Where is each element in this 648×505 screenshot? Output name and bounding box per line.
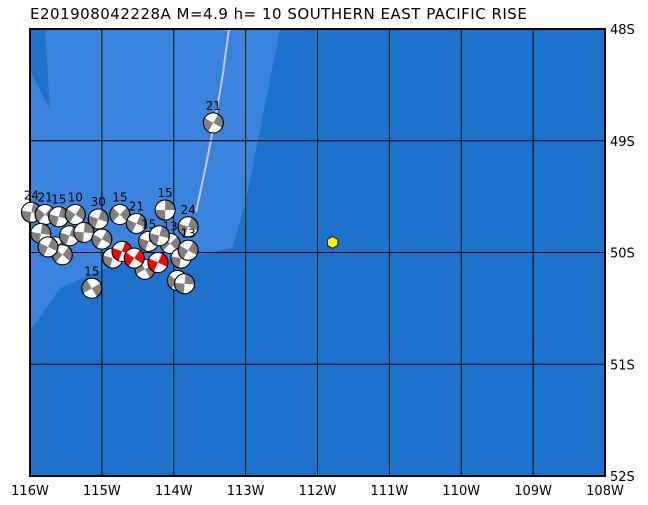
focal-mechanism[interactable]: 21 <box>202 99 224 134</box>
beachball-dilatation <box>183 250 197 261</box>
longitude-tick-label: 108W <box>586 484 624 499</box>
longitude-tick-label: 110W <box>442 484 480 499</box>
beachball-outline <box>87 208 109 230</box>
depth-label: 24 <box>24 188 39 202</box>
focal-mechanism[interactable]: 15 <box>109 191 131 226</box>
focal-mechanism[interactable] <box>148 225 170 247</box>
beachball-dilatation <box>96 239 111 250</box>
focal-mechanism[interactable]: 13 <box>177 226 199 261</box>
latitude-tick-label: 50S <box>610 247 635 262</box>
depth-label: 15 <box>112 191 127 205</box>
focal-mechanism-highlighted[interactable] <box>147 252 169 274</box>
focal-mechanism[interactable]: 15 <box>154 186 176 221</box>
depth-label: 15 <box>84 264 99 278</box>
beachball-dilatation <box>208 122 222 133</box>
beachball-dilatation <box>204 112 219 123</box>
beachball-dilatation <box>155 200 166 211</box>
latitude-axis: 48S 49S 50S 51S 52S <box>610 23 635 485</box>
beachball-outline <box>177 216 199 238</box>
beachball-dilatation <box>179 240 194 251</box>
latitude-tick-label: 48S <box>610 23 635 38</box>
depth-label: 15 <box>51 193 66 207</box>
beachball-dilatation <box>136 269 150 280</box>
beachball-dilatation <box>128 258 143 269</box>
focal-mechanism-highlighted[interactable] <box>123 247 145 269</box>
beachball-dilatation <box>83 288 97 299</box>
beachball-dilatation <box>174 273 186 284</box>
latitude-tick-label: 51S <box>610 358 635 373</box>
beachball-dilatation <box>93 229 107 240</box>
longitude-tick-label: 114W <box>155 484 193 499</box>
longitude-tick-label: 113W <box>227 484 265 499</box>
beachball-dilatation <box>127 213 141 224</box>
beachball-outline <box>125 212 147 234</box>
map-title: E201908042228A M=4.9 h= 10 SOUTHERN EAST… <box>30 5 528 23</box>
focal-mechanism[interactable] <box>73 221 95 243</box>
focal-mechanism[interactable] <box>174 273 196 295</box>
beachball-outline <box>148 225 170 247</box>
depth-label: 13 <box>180 226 195 240</box>
beachball-outline <box>123 247 145 269</box>
depth-label: 30 <box>91 195 106 209</box>
beachball-dilatation <box>148 252 163 263</box>
focal-mechanism[interactable]: 24 <box>177 203 199 238</box>
focal-mechanism[interactable]: 15 <box>81 264 103 299</box>
depth-label: 21 <box>37 191 52 205</box>
longitude-tick-label: 109W <box>514 484 552 499</box>
beachball-outline <box>81 277 103 299</box>
beachball-outline <box>174 273 196 295</box>
longitude-tick-label: 115W <box>83 484 121 499</box>
beachball-dilatation <box>86 278 101 289</box>
beachball-outline <box>91 228 113 250</box>
beachball-dilatation <box>69 214 84 225</box>
beachball-outline <box>154 199 176 221</box>
beachball-outline <box>202 112 224 134</box>
epicenter-marker[interactable] <box>326 235 339 249</box>
depth-label: 24 <box>180 203 195 217</box>
beachball-dilatation <box>126 248 140 259</box>
beachball-dilatation <box>183 283 195 294</box>
focal-mechanism[interactable] <box>91 228 113 250</box>
beachball-dilatation <box>169 270 184 281</box>
beachball-dilatation <box>67 204 82 215</box>
beachball-dilatation <box>132 223 146 234</box>
focal-mechanism[interactable]: 15 <box>48 193 70 228</box>
beachball-dilatation <box>112 204 127 215</box>
longitude-tick-label: 112W <box>299 484 337 499</box>
depth-label: 15 <box>141 217 156 231</box>
depth-label: 21 <box>206 99 221 113</box>
beachball-outline <box>109 204 131 226</box>
focal-mechanism[interactable]: 10 <box>64 191 86 226</box>
beachball-dilatation <box>112 214 127 225</box>
focal-mechanism[interactable] <box>37 236 59 258</box>
map-frame <box>29 28 606 477</box>
focal-mechanism[interactable]: 30 <box>87 195 109 230</box>
depth-label: 21 <box>129 199 144 213</box>
beachball-outline <box>64 204 86 226</box>
beachball-dilatation <box>83 232 94 243</box>
depth-label: 15 <box>157 186 172 200</box>
latitude-tick-label: 49S <box>610 135 635 150</box>
beachball-dilatation <box>37 204 52 215</box>
longitude-tick-label: 111W <box>371 484 409 499</box>
longitude-tick-label: 116W <box>11 484 49 499</box>
beachball-outline <box>177 239 199 261</box>
beachball-dilatation <box>38 236 53 247</box>
beachball-outline <box>147 252 169 274</box>
beachball-dilatation <box>38 214 53 225</box>
latitude-tick-label: 52S <box>610 470 635 485</box>
longitude-axis: 116W 115W 114W 113W 112W 111W 110W 109W 108W <box>11 484 624 499</box>
beachball-dilatation <box>153 262 168 273</box>
beachball-dilatation <box>30 223 43 234</box>
depth-label: 10 <box>68 191 83 205</box>
beachball-dilatation <box>43 246 58 257</box>
beachball-dilatation <box>21 202 34 213</box>
beachball-dilatation <box>55 254 71 265</box>
beachball-outline <box>37 236 59 258</box>
focal-mechanism[interactable]: 21 <box>125 199 147 234</box>
beachball-dilatation <box>165 210 176 221</box>
beachball-dilatation <box>73 222 85 233</box>
